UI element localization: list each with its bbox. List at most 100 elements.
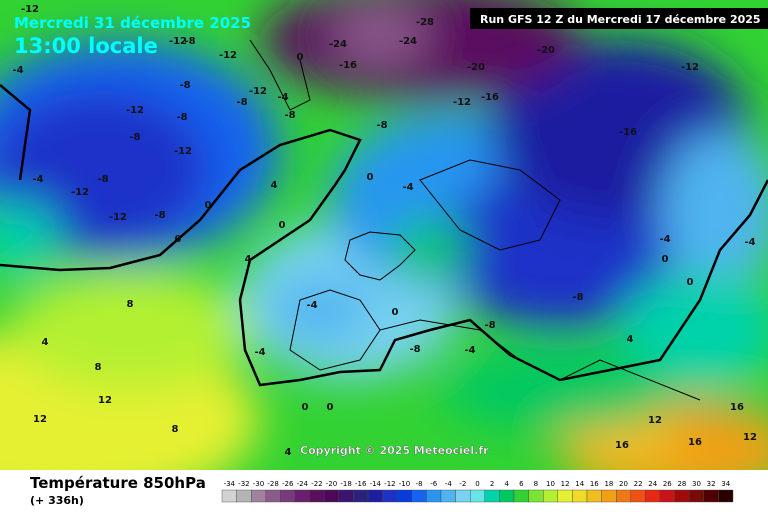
map-label: -8 xyxy=(129,132,140,143)
map-label: -12 xyxy=(681,62,699,73)
map-label: 0 xyxy=(327,402,334,413)
scale-label: -14 xyxy=(370,480,382,488)
scale-label: -30 xyxy=(253,480,264,488)
zero-isotherm xyxy=(0,84,768,387)
scale-label: 22 xyxy=(634,480,643,488)
map-label: 8 xyxy=(95,362,102,373)
scale-swatch xyxy=(426,489,442,503)
map-label: -12 xyxy=(174,146,192,157)
scale-swatch xyxy=(703,489,719,503)
map-label: -12 xyxy=(249,86,267,97)
scale-swatch xyxy=(367,489,383,503)
scale-label: -34 xyxy=(224,480,236,488)
scale-swatch xyxy=(411,489,427,503)
map-label: -8 xyxy=(154,210,165,221)
map-label: -4 xyxy=(464,345,475,356)
map-label: 0 xyxy=(367,172,374,183)
scale-label: 0 xyxy=(475,480,479,488)
scale-label: -2 xyxy=(459,480,466,488)
map-label: 8 xyxy=(172,424,179,435)
map-label: 0 xyxy=(279,220,286,231)
map-label: -8 xyxy=(284,110,295,121)
scale-swatch xyxy=(586,489,602,503)
scale-swatch xyxy=(221,489,237,503)
map-label: 4 xyxy=(285,447,292,458)
map-label: -8 xyxy=(179,80,190,91)
map-label: 4 xyxy=(42,337,49,348)
scale-label: 30 xyxy=(692,480,701,488)
map-label: -8 xyxy=(572,292,583,303)
scale-swatch xyxy=(557,489,573,503)
map-label: -8 xyxy=(184,36,195,47)
scale-swatch xyxy=(382,489,398,503)
map-label: 0 xyxy=(205,200,212,211)
scale-label: -20 xyxy=(326,480,337,488)
scale-swatch xyxy=(499,489,515,503)
scale-swatch xyxy=(674,489,690,503)
scale-label: 6 xyxy=(519,480,524,488)
scale-label: 12 xyxy=(561,480,570,488)
lead-time: (+ 336h) xyxy=(30,494,84,507)
scale-label: 32 xyxy=(707,480,716,488)
map-label: -4 xyxy=(277,92,288,103)
map-label: -4 xyxy=(402,182,413,193)
map-label: 12 xyxy=(743,432,757,443)
map-label: -8 xyxy=(236,97,247,108)
map-label: -12 xyxy=(453,97,471,108)
map-label: 4 xyxy=(627,334,634,345)
scale-swatch xyxy=(484,489,500,503)
copyright: Copyright © 2025 Meteociel.fr xyxy=(300,444,489,457)
scale-label: 34 xyxy=(721,480,730,488)
map-label: 4 xyxy=(271,180,278,191)
scale-label: -24 xyxy=(297,480,309,488)
map-label: -12 xyxy=(126,105,144,116)
scale-label: -4 xyxy=(445,480,453,488)
date: Mercredi 31 décembre 2025 xyxy=(14,14,251,32)
scale-label: -10 xyxy=(399,480,410,488)
map-label: 0 xyxy=(175,234,182,245)
scale-swatch xyxy=(455,489,471,503)
map-label: 4 xyxy=(245,254,252,265)
map-label: 0 xyxy=(297,52,304,63)
map-label: -8 xyxy=(176,112,187,123)
scale-label: -26 xyxy=(282,480,294,488)
map-label: -4 xyxy=(12,65,23,76)
map-label: 12 xyxy=(33,414,47,425)
scale-swatch xyxy=(601,489,617,503)
scale-swatch xyxy=(513,489,529,503)
scale-label: 18 xyxy=(604,480,613,488)
scale-swatch xyxy=(630,489,646,503)
map-label: -4 xyxy=(744,237,755,248)
scale-label: 4 xyxy=(504,480,509,488)
scale-label: -8 xyxy=(416,480,423,488)
scale-swatch xyxy=(470,489,486,503)
scale-swatch xyxy=(309,489,325,503)
scale-label: -6 xyxy=(430,480,438,488)
map-label: -8 xyxy=(409,344,420,355)
scale-label: -12 xyxy=(384,480,395,488)
map-label: 12 xyxy=(98,395,112,406)
map-label: -4 xyxy=(306,300,317,311)
scale-swatch xyxy=(528,489,544,503)
scale-swatch xyxy=(250,489,266,503)
map-label: -12 xyxy=(71,187,89,198)
scale-swatch xyxy=(280,489,296,503)
map-label: 0 xyxy=(302,402,309,413)
map-label: -8 xyxy=(97,174,108,185)
scale-swatch xyxy=(265,489,281,503)
map-label: -12 xyxy=(21,4,39,15)
map-label: 0 xyxy=(662,254,669,265)
run-box xyxy=(470,8,768,29)
scale-label: 28 xyxy=(677,480,686,488)
scale-label: -18 xyxy=(340,480,351,488)
scale-swatch xyxy=(324,489,340,503)
time: 13:00 locale xyxy=(14,34,158,58)
product-title: Température 850hPa xyxy=(30,474,206,492)
map-label: -24 xyxy=(399,36,417,47)
map-label: -16 xyxy=(339,60,357,71)
map-label: -24 xyxy=(329,39,347,50)
scale-label: 10 xyxy=(546,480,555,488)
scale-label: -22 xyxy=(311,480,322,488)
scale-label: 20 xyxy=(619,480,628,488)
